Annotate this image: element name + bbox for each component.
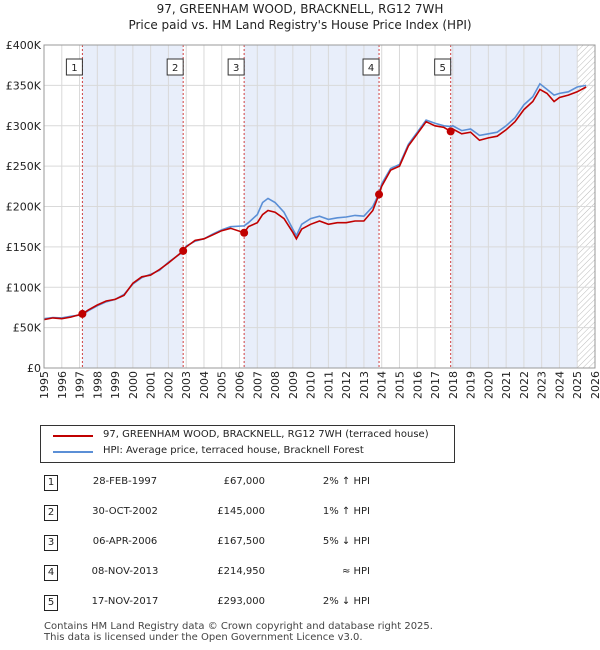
x-tick-label: 2016 <box>411 371 424 399</box>
sale-label-box <box>362 58 380 76</box>
sale-date: 17-NOV-2017 <box>91 596 159 607</box>
x-tick-label: 2008 <box>269 371 282 399</box>
sale-row: 2 30-OCT-2002 £145,000 1% ↑ HPI <box>0 501 600 525</box>
chart-title-subtitle: Price paid vs. HM Land Registry's House … <box>128 18 472 32</box>
x-tick-label: 1996 <box>56 371 69 399</box>
sale-point-marker <box>240 228 249 237</box>
x-tick-label: 2009 <box>287 371 300 399</box>
sale-number-badge: 2 <box>44 505 58 521</box>
sale-row: 1 28-FEB-1997 £67,000 2% ↑ HPI <box>0 471 600 495</box>
price-series-line <box>43 86 587 321</box>
sale-label-box <box>65 58 83 76</box>
sale-row: 5 17-NOV-2017 £293,000 2% ↓ HPI <box>0 591 600 615</box>
sale-label-box <box>227 58 245 76</box>
legend-swatch-hpi <box>53 451 93 453</box>
sale-point-marker <box>446 127 455 136</box>
y-tick-label: £0 <box>27 362 41 375</box>
x-tick-label: 2010 <box>305 371 318 399</box>
x-tick-label: 2005 <box>216 371 229 399</box>
x-tick-label: 2007 <box>251 371 264 399</box>
sale-row: 4 08-NOV-2013 £214,950 ≈ HPI <box>0 561 600 585</box>
x-tick-label: 2018 <box>447 371 460 399</box>
x-tick-label: 2006 <box>234 371 247 399</box>
x-tick-label: 1997 <box>74 371 87 399</box>
sale-date: 30-OCT-2002 <box>92 506 158 517</box>
sale-number-badge: 4 <box>44 565 58 581</box>
footer-copyright: Contains HM Land Registry data © Crown c… <box>44 621 433 632</box>
sale-number-badge: 1 <box>44 475 58 491</box>
y-tick-label: £50K <box>13 322 42 335</box>
y-tick-label: £250K <box>6 160 42 173</box>
sale-date: 28-FEB-1997 <box>92 476 158 487</box>
sale-label-text: 2 <box>172 63 178 74</box>
sale-row: 3 06-APR-2006 £167,500 5% ↓ HPI <box>0 531 600 555</box>
sale-label-text: 5 <box>439 63 445 74</box>
sale-date: 08-NOV-2013 <box>91 566 159 577</box>
x-tick-label: 1999 <box>109 371 122 399</box>
sale-point-marker <box>375 190 384 199</box>
chart-legend: 97, GREENHAM WOOD, BRACKNELL, RG12 7WH (… <box>40 425 455 463</box>
x-tick-label: 2026 <box>589 371 600 399</box>
sale-point-marker <box>78 309 87 318</box>
sale-price: £167,500 <box>217 536 265 547</box>
x-tick-label: 2023 <box>536 371 549 399</box>
legend-label-price: 97, GREENHAM WOOD, BRACKNELL, RG12 7WH (… <box>103 429 429 440</box>
chart-title-address: 97, GREENHAM WOOD, BRACKNELL, RG12 7WH <box>156 2 444 16</box>
sale-hpi-comparison: 2% ↓ HPI <box>322 596 370 607</box>
x-tick-label: 2014 <box>376 371 389 399</box>
sale-date: 06-APR-2006 <box>92 536 158 547</box>
x-tick-label: 2011 <box>322 371 335 399</box>
sale-price: £293,000 <box>217 596 265 607</box>
x-tick-label: 2015 <box>393 371 406 399</box>
x-tick-label: 2012 <box>340 371 353 399</box>
sale-price: £214,950 <box>217 566 265 577</box>
x-tick-label: 2025 <box>571 371 584 399</box>
x-tick-label: 2020 <box>482 371 495 399</box>
x-tick-label: 1998 <box>91 371 104 399</box>
x-tick-label: 2017 <box>429 371 442 399</box>
y-tick-label: £200K <box>6 201 42 214</box>
x-tick-label: 2001 <box>145 371 158 399</box>
sale-point-marker <box>179 246 188 255</box>
legend-label-hpi: HPI: Average price, terraced house, Brac… <box>103 445 364 456</box>
x-tick-label: 2019 <box>465 371 478 399</box>
y-tick-label: £100K <box>6 281 42 294</box>
x-tick-label: 2024 <box>553 371 566 399</box>
x-tick-label: 2021 <box>500 371 513 399</box>
sale-hpi-comparison: ≈ HPI <box>341 566 370 577</box>
legend-swatch-price <box>53 435 93 437</box>
x-tick-label: 1995 <box>38 371 51 399</box>
x-tick-label: 2013 <box>358 371 371 399</box>
y-tick-label: £150K <box>6 241 42 254</box>
y-tick-label: £300K <box>6 120 42 133</box>
y-tick-label: £350K <box>6 79 42 92</box>
price-chart: 1 2 3 4 5 £0 £50K £100K £150K £200K £250K £300K £350… <box>6 39 600 399</box>
sale-label-box <box>434 58 452 76</box>
sale-hpi-comparison: 2% ↑ HPI <box>322 476 370 487</box>
sale-label-box <box>166 58 184 76</box>
x-tick-label: 2004 <box>198 371 211 399</box>
sale-label-text: 1 <box>71 63 77 74</box>
x-tick-label: 2000 <box>127 371 140 399</box>
sale-hpi-comparison: 1% ↑ HPI <box>322 506 370 517</box>
sale-label-text: 4 <box>368 63 374 74</box>
footer-licence: This data is licensed under the Open Gov… <box>44 632 363 643</box>
sale-number-badge: 5 <box>44 595 58 611</box>
y-tick-label: £400K <box>6 39 42 52</box>
x-tick-label: 2002 <box>162 371 175 399</box>
sale-label-text: 3 <box>233 63 239 74</box>
x-tick-label: 2003 <box>180 371 193 399</box>
sale-price: £145,000 <box>217 506 265 517</box>
x-tick-label: 2022 <box>518 371 531 399</box>
sale-number-badge: 3 <box>44 535 58 551</box>
sale-price: £67,000 <box>223 476 265 487</box>
plot-border <box>43 44 596 369</box>
sale-hpi-comparison: 5% ↓ HPI <box>322 536 370 547</box>
